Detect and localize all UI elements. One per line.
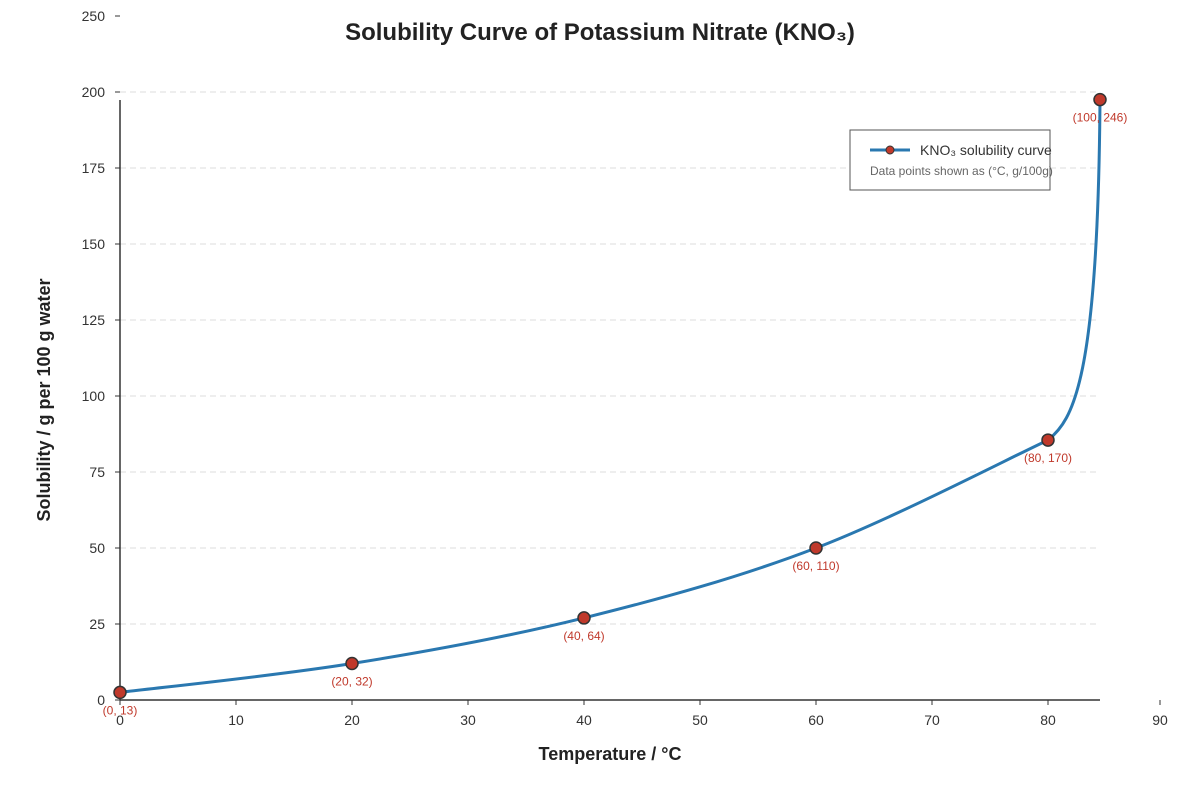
data-point [1093,92,1107,107]
series-line-kno3 [119,99,1102,694]
y-tick-label: 125 [82,312,106,328]
chart-title: Solubility Curve of Potassium Nitrate (K… [345,19,855,46]
x-tick-label: 80 [1040,712,1056,728]
data-point [1041,433,1055,447]
y-tick-label: 175 [82,160,106,176]
x-tick-label: 70 [924,712,940,728]
x-tick-label: 30 [460,712,476,728]
y-tick-label: 250 [82,8,106,24]
y-tick-label: 75 [89,464,105,480]
legend-series-label: KNO₃ solubility curve [920,142,1052,158]
x-tick-label: 40 [576,712,592,728]
legend: KNO₃ solubility curve Data points shown … [849,129,1053,191]
grid-lines [120,91,1100,625]
legend-note: Data points shown as (°C, g/100g) [870,164,1053,178]
data-point-label: (20, 32) [331,675,372,689]
y-axis-title: Solubility / g per 100 g water [34,278,54,521]
data-labels: (0, 13) (20, 32) (40, 64) (60, 110) (80, 170… [103,111,1128,718]
y-tick-label: 100 [82,388,106,404]
y-tick-label: 0 [97,692,105,708]
legend-marker-swatch [885,145,895,155]
x-tick-label: 60 [808,712,824,728]
tick-labels: 0 25 50 75 100 125 150 175 200 250 0 10 20 30 40 50 60 70… [82,8,1168,728]
data-points [113,92,1107,700]
y-tick-label: 200 [82,84,106,100]
axes [119,100,1100,701]
y-tick-label: 25 [89,616,105,632]
x-tick-label: 50 [692,712,708,728]
y-tick-label: 50 [89,540,105,556]
data-point [113,685,127,700]
data-point [577,611,591,625]
legend-box [849,129,1051,191]
x-tick-label: 0 [116,712,124,728]
data-point-label: (0, 13) [103,703,138,717]
x-tick-label: 20 [344,712,360,728]
data-point-label: (40, 64) [563,629,604,643]
data-point [809,541,823,555]
data-point-label: (60, 110) [792,559,839,573]
data-point-label: (80, 170) [1024,451,1072,465]
series [119,99,1102,694]
data-point [345,656,359,671]
x-tick-label: 90 [1152,712,1168,728]
x-axis-title: Temperature / °C [539,744,682,764]
data-point-label: (100, 246) [1073,111,1128,125]
x-tick-label: 10 [228,712,244,728]
y-tick-label: 150 [82,236,106,252]
